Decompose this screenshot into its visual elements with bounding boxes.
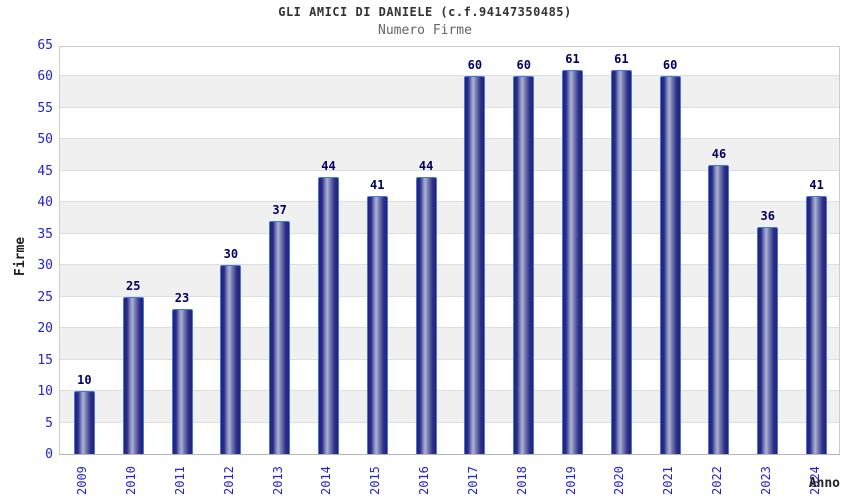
bar-2023	[757, 227, 779, 454]
y-tick-label: 5	[45, 415, 53, 431]
bar-value-label: 23	[174, 291, 190, 306]
y-tick-label: 40	[37, 195, 53, 211]
bar-value-label: 37	[272, 203, 287, 218]
bar-value-label: 61	[614, 52, 629, 67]
y-tick-label: 45	[37, 163, 53, 179]
plot-area: 10 25 23 30 37 44 41 44 60 60 61 61 60 46 36 41	[59, 46, 840, 455]
x-tick-label: 2013	[270, 466, 285, 495]
y-tick-label: 10	[37, 384, 53, 400]
x-tick-label: 2016	[417, 466, 432, 495]
bar-value-label: 44	[321, 159, 336, 174]
bar-2021	[659, 76, 681, 454]
x-tick-label: 2012	[221, 466, 236, 495]
x-tick-label: 2023	[758, 466, 773, 495]
y-tick-label: 0	[45, 447, 53, 462]
x-tick-label: 2018	[514, 466, 529, 495]
bar-value-label: 60	[516, 58, 531, 73]
chart-title: GLI AMICI DI DANIELE (c.f.94147350485)	[278, 5, 572, 19]
y-tick-label: 65	[37, 38, 53, 53]
x-tick-label: 2014	[319, 466, 334, 495]
chart-subtitle: Numero Firme	[378, 23, 472, 38]
y-tick-label: 50	[37, 132, 53, 148]
y-tick-label: 35	[37, 226, 53, 242]
bar-2010	[122, 296, 144, 454]
x-tick-label: 2010	[124, 466, 139, 495]
bar-2009	[73, 391, 95, 454]
x-tick-label: 2019	[563, 466, 578, 495]
bar-value-label: 10	[77, 373, 92, 388]
gridline	[60, 138, 839, 140]
gridline	[60, 358, 839, 360]
bar-2020	[610, 70, 632, 454]
bar-value-label: 25	[125, 278, 141, 293]
bar-value-label: 41	[370, 178, 385, 193]
x-tick-label: 2009	[75, 466, 90, 495]
bar-value-label: 44	[418, 159, 434, 174]
bar-value-label: 61	[565, 52, 580, 67]
gridline	[60, 421, 839, 423]
y-tick-label: 15	[37, 352, 53, 368]
gridline	[60, 106, 839, 108]
gridline	[60, 169, 839, 171]
x-axis-title: Anno	[808, 476, 840, 491]
x-tick-label: 2011	[173, 466, 188, 495]
bar-value-label: 36	[760, 209, 775, 224]
gridline	[60, 75, 839, 77]
gridline	[60, 390, 839, 392]
plot-band	[60, 76, 839, 108]
bar-2018	[513, 76, 535, 454]
bar-2016	[415, 177, 437, 454]
gridline	[60, 264, 839, 266]
plot-band	[60, 108, 839, 139]
bar-2019	[562, 70, 584, 454]
y-tick-label: 25	[37, 289, 53, 305]
bar-2014	[317, 177, 339, 454]
bar-2013	[269, 221, 291, 454]
bar-value-label: 46	[711, 146, 727, 161]
gridline	[60, 201, 839, 203]
y-tick-label: 60	[37, 69, 53, 85]
bar-2024	[806, 196, 828, 454]
x-tick-label: 2021	[661, 466, 676, 495]
gridline	[60, 327, 839, 329]
bar-2012	[220, 265, 242, 454]
bar-value-label: 60	[662, 58, 678, 73]
x-tick-label: 2020	[612, 466, 627, 495]
bar-2017	[464, 76, 486, 454]
bar-value-label: 41	[809, 178, 824, 193]
gridline	[60, 232, 839, 234]
x-tick-label: 2015	[368, 466, 383, 495]
gridline	[60, 295, 839, 297]
y-tick-label: 20	[37, 321, 53, 337]
bar-2022	[708, 164, 730, 454]
x-tick-label: 2022	[709, 466, 724, 495]
y-tick-label: 55	[37, 100, 53, 116]
bar-2015	[366, 196, 388, 454]
y-tick-label: 30	[37, 258, 53, 274]
bar-value-label: 30	[223, 247, 239, 262]
bar-value-label: 60	[467, 58, 483, 73]
bar-2011	[171, 309, 193, 454]
x-tick-label: 2017	[465, 466, 480, 495]
